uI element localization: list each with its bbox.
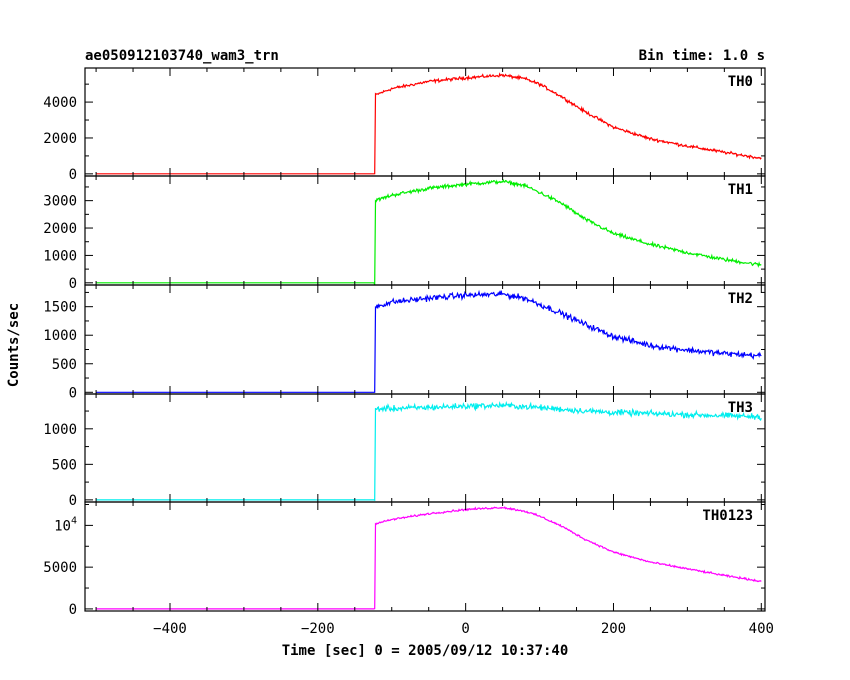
y-tick-label: 3000	[43, 194, 77, 210]
x-tick-label: 400	[749, 621, 774, 637]
y-tick-label: 1500	[43, 300, 77, 316]
y-tick-label: 1000	[43, 248, 77, 264]
panel-frame-th0	[84, 67, 766, 177]
x-tick-labels: −400 −200 0 200 400	[153, 621, 774, 637]
series-line-th3	[96, 400, 762, 502]
y-tick-label: 104	[54, 515, 77, 534]
panel-frame-th1	[84, 175, 766, 286]
panel-label-th0123: TH0123	[702, 508, 753, 524]
y-tick-label: 2000	[43, 221, 77, 237]
panel-frame-th0123	[84, 501, 766, 612]
y-tick-label: 0	[69, 602, 77, 618]
panel-label-th3: TH3	[728, 400, 753, 416]
series-line-th0	[96, 72, 762, 175]
y-axis-label: Counts/sec	[6, 303, 22, 387]
panel-frame-th2	[84, 284, 766, 395]
y-tick-label: 2000	[43, 131, 77, 147]
panel-label-th0: TH0	[728, 74, 753, 90]
panels: 0 2000 4000 TH0 0 1000 2000 3000 TH1 0 500 1000 1500…	[43, 67, 766, 618]
series-line-th1	[96, 178, 762, 285]
series-line-th0123	[96, 506, 762, 610]
panel-th0: 0 2000 4000 TH0	[43, 67, 766, 183]
y-tick-label: 4000	[43, 95, 77, 111]
y-tick-label: 500	[52, 457, 77, 473]
panel-frame-th3	[84, 393, 766, 503]
panel-th2: 0 500 1000 1500 TH2	[43, 284, 766, 401]
y-tick-label: 1000	[43, 328, 77, 344]
x-axis-label: Time [sec] 0 = 2005/09/12 10:37:40	[282, 643, 569, 659]
panel-th1: 0 1000 2000 3000 TH1	[43, 175, 766, 292]
x-tick-label: −400	[153, 621, 187, 637]
y-tick-label: 500	[52, 357, 77, 373]
panel-th3: 0 500 1000 TH3	[43, 393, 766, 509]
y-tick-label: 0	[69, 167, 77, 183]
x-tick-label: −200	[301, 621, 335, 637]
y-tick-label: 0	[69, 493, 77, 509]
y-tick-label: 0	[69, 385, 77, 401]
x-tick-label: 0	[461, 621, 469, 637]
x-tick-label: 200	[601, 621, 626, 637]
y-tick-label: 1000	[43, 422, 77, 438]
panel-th0123: 0 5000 104 TH0123	[43, 501, 766, 618]
panel-label-th2: TH2	[728, 291, 753, 307]
panel-label-th1: TH1	[728, 182, 753, 198]
series-line-th2	[96, 289, 762, 393]
chart-title: ae050912103740_wam3_trn	[85, 48, 279, 64]
y-tick-label: 5000	[43, 560, 77, 576]
bin-time-label: Bin time: 1.0 s	[639, 48, 765, 64]
y-tick-label: 0	[69, 276, 77, 292]
